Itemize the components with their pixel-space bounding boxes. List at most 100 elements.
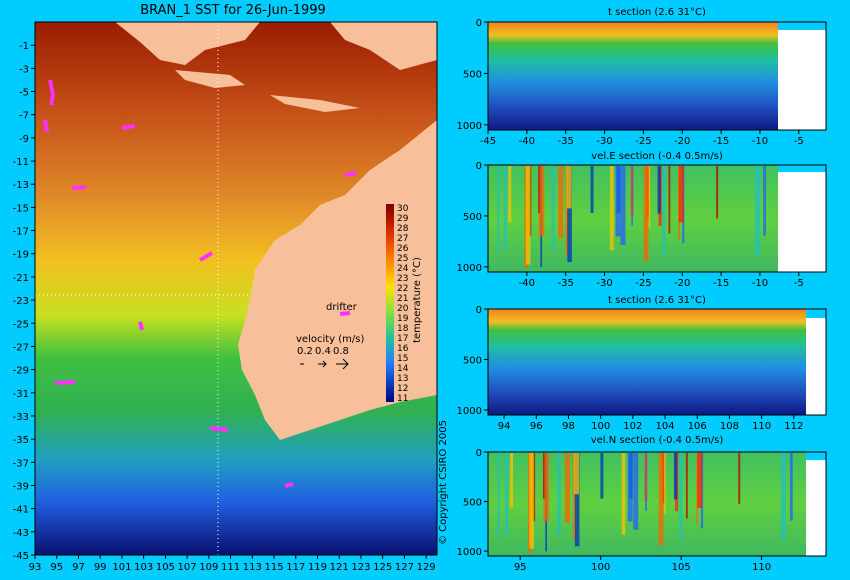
velocity-stripe [621,453,626,535]
y-tick-label: -7 [19,111,29,122]
land-indonesia [115,22,260,65]
x-tick-label: 105 [672,562,691,573]
drifter-track [121,124,136,130]
velocity-stripe [557,453,561,536]
x-tick-label: -15 [713,136,729,147]
velocity-stripe [543,453,549,522]
y-tick-label: -23 [13,296,29,307]
y-tick-label: -21 [13,273,29,284]
y-tick-label: 0 [476,305,482,316]
section-y-axis: 0 500 1000 [457,448,488,558]
drifter-track [284,482,294,488]
x-tick-label: 129 [417,562,436,573]
y-tick-label: -13 [13,180,29,191]
section-vel-e: vel.E section (-0.4 0.5m/s) -40 -35 -30 -25… [457,151,827,289]
x-tick-label: -30 [596,278,612,289]
x-tick-label: 125 [373,562,392,573]
x-tick-label: 121 [330,562,349,573]
velocity-stripe [673,453,678,500]
velocity-stripe [567,166,572,263]
velocity-arrow [336,358,349,370]
velocity-stripe [565,166,568,255]
section-frame [487,308,827,416]
x-tick-label: -10 [752,278,768,289]
velocity-stripe [504,453,509,536]
drifter-track [43,119,49,133]
x-tick-label: 107 [178,562,197,573]
x-tick-label: 97 [72,562,85,573]
x-tick-label: 99 [94,562,107,573]
section-nodata [778,30,826,130]
drifter-track [344,171,357,177]
colorbar-tick-label: 15 [397,354,408,364]
velocity-stripe [573,453,580,495]
colorbar-tick-label: 28 [397,224,409,234]
x-tick-label: 109 [199,562,218,573]
map-x-axis: 93 95 97 99 101 103 105 107 109 111 113 115 117 119 12… [29,555,436,573]
y-tick-label: -43 [13,528,29,539]
x-tick-label: -25 [635,136,651,147]
velocity-legend-title: velocity (m/s) [296,334,364,345]
velocity-stripe [525,166,531,265]
velocity-stripe [542,453,545,499]
section-y-axis: 0 500 1000 [457,161,488,274]
colorbar-tick-label: 29 [397,214,409,224]
velocity-stripe [696,453,699,525]
section-vel-n: vel.N section (-0.4 0.5m/s) 95 100 105 110 … [457,435,827,573]
y-tick-label: 1000 [457,121,482,132]
colorbar-tick-label: 30 [397,204,409,214]
sst-map: drifter velocity (m/s) 0.2 0.4 0.8 30292… [13,21,438,573]
section-frame [487,164,827,273]
x-tick-label: 106 [688,421,707,432]
colorbar-tick-label: 14 [397,364,409,374]
map-title: BRAN_1 SST for 26-Jun-1999 [140,3,326,18]
section-x-axis: -40 -35 -30 -25 -20 -15 -10 -5 [519,272,804,289]
velocity-stripe [755,166,761,256]
velocity-stripe [574,453,580,547]
x-tick-label: -20 [674,278,690,289]
x-tick-label: -15 [713,278,729,289]
velocity-stripe [662,166,666,256]
x-tick-label: 115 [264,562,283,573]
y-tick-label: -3 [19,64,29,75]
velocity-stripe [538,166,540,214]
colorbar-tick-label: 11 [397,394,408,404]
velocity-stripe [648,166,651,229]
y-tick-label: -27 [13,342,29,353]
x-tick-label: 108 [720,421,739,432]
y-tick-label: -39 [13,481,29,492]
velocity-stripe [627,453,633,522]
y-tick-label: -11 [13,157,29,168]
y-tick-label: -15 [13,203,29,214]
x-tick-label: 123 [351,562,370,573]
y-tick-label: -31 [13,389,29,400]
section-field [488,22,778,130]
velocity-stripe [643,166,649,262]
y-tick-label: 0 [476,161,482,172]
colorbar-tick-label: 25 [397,254,408,264]
y-tick-label: -17 [13,227,29,238]
y-tick-label: 1000 [457,547,482,558]
x-tick-label: 100 [591,421,610,432]
velocity-stripe [572,453,576,540]
land-java [175,70,245,88]
y-tick-label: -25 [13,319,29,330]
y-tick-label: 500 [463,69,482,80]
velocity-stripe [697,453,703,508]
x-tick-label: 102 [623,421,642,432]
colorbar-tick-label: 27 [397,234,408,244]
x-tick-label: -30 [596,136,612,147]
velocity-stripe [738,453,741,504]
y-tick-label: -33 [13,412,29,423]
velocity-stripe [600,453,604,499]
section-frame [487,451,827,557]
x-tick-label: -40 [519,136,535,147]
section-y-axis: 0 500 1000 [457,305,488,417]
drifter-track [48,79,56,106]
x-tick-label: 95 [514,562,527,573]
velocity-stripe [679,453,683,541]
drifter-track [198,251,214,262]
colorbar-tick-label: 20 [397,304,409,314]
x-tick-label: 96 [530,421,543,432]
